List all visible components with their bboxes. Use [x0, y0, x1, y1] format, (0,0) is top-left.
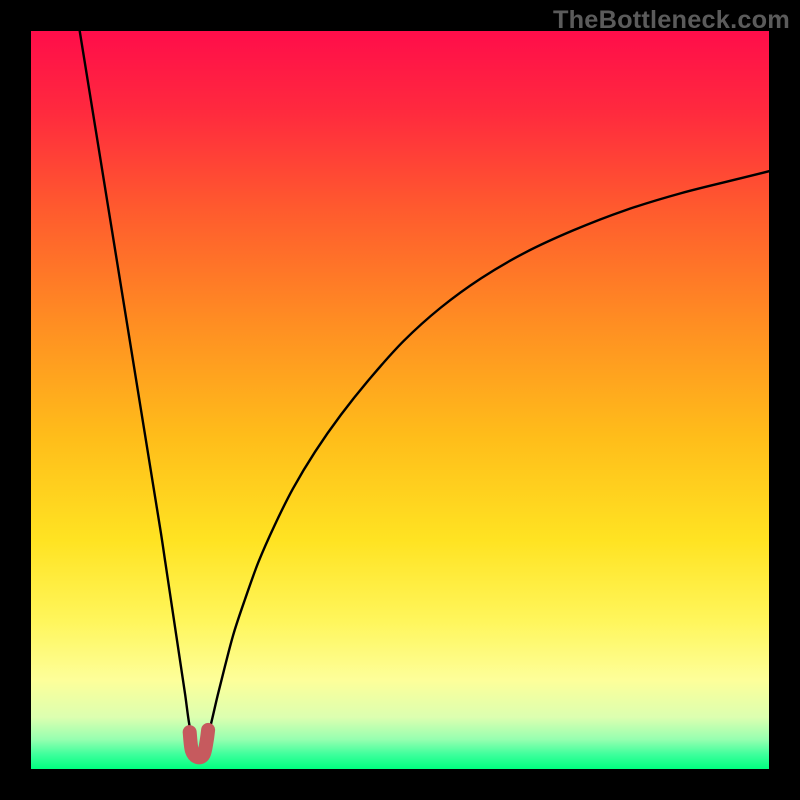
curve-right [208, 171, 769, 736]
plot-area [31, 31, 769, 769]
figure-canvas: TheBottleneck.com [0, 0, 800, 800]
curve-left [80, 31, 191, 736]
watermark-label: TheBottleneck.com [553, 6, 790, 35]
plot-curves [31, 31, 769, 769]
bottom-hook-marker [190, 730, 208, 757]
